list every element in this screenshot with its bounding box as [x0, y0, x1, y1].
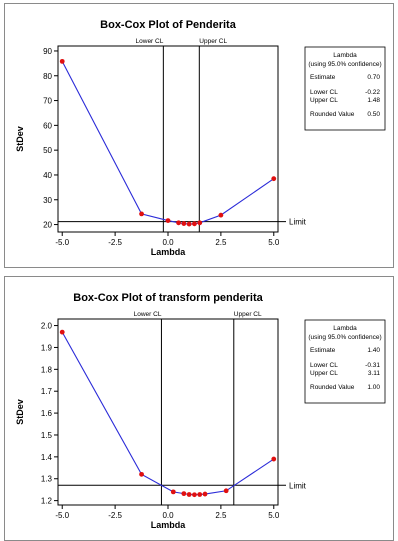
x-tick-label: -2.5 [108, 511, 122, 520]
stdev-point [59, 58, 65, 64]
lambda-legend-box [304, 46, 386, 131]
y-tick-label: 2.0 [41, 322, 53, 331]
legend-row-value: 0.70 [367, 74, 380, 81]
lower-cl-label: Lower CL [134, 311, 162, 318]
x-tick-label: 0.0 [162, 511, 174, 520]
legend-row-value: 0.50 [367, 111, 380, 118]
y-tick-label: 1.7 [41, 387, 53, 396]
x-tick-label: -5.0 [55, 238, 69, 247]
y-tick-label: 1.3 [41, 475, 53, 484]
stdev-point [192, 221, 197, 227]
legend-row-label: Estimate [310, 347, 336, 354]
chart-title: Box-Cox Plot of transform penderita [73, 292, 263, 304]
stdev-point [170, 489, 176, 495]
legend-row-label: Lower CL [310, 89, 338, 96]
y-axis-label: StDev [15, 126, 25, 152]
x-axis-label: Lambda [151, 247, 187, 257]
stdev-point [186, 221, 192, 227]
lower-cl-label: Lower CL [136, 38, 164, 45]
stdev-point [192, 492, 197, 498]
stdev-point [197, 220, 203, 226]
legend-row-value: 1.48 [367, 97, 380, 104]
legend-row-label: Rounded Value [310, 111, 355, 118]
lambda-legend-box [304, 319, 386, 404]
y-tick-label: 1.2 [41, 497, 53, 506]
stdev-point [165, 218, 171, 223]
y-tick-label: 50 [43, 146, 52, 155]
y-tick-label: 30 [43, 196, 52, 205]
y-tick-label: 40 [43, 171, 52, 180]
legend-row-value: 1.00 [367, 384, 380, 391]
x-tick-label: -5.0 [55, 511, 69, 520]
stdev-point [176, 220, 181, 226]
legend-row-label: Upper CL [310, 370, 338, 377]
y-tick-label: 90 [43, 47, 52, 56]
stdev-point [223, 488, 229, 494]
x-axis-label: Lambda [151, 520, 187, 530]
y-tick-label: 60 [43, 121, 52, 130]
legend-row-value: -0.22 [365, 89, 380, 96]
y-tick-label: 80 [43, 72, 52, 81]
stdev-point [181, 491, 187, 497]
chart-title: Box-Cox Plot of Penderita [100, 19, 237, 31]
x-tick-label: 2.5 [215, 511, 227, 520]
boxcox-chart-transform-penderita: Box-Cox Plot of transform penderita 1.2 1.… [15, 292, 386, 530]
y-tick-label: 20 [43, 221, 52, 230]
legend-title: Lambda [333, 52, 357, 59]
legend-title: Lambda [333, 325, 357, 332]
legend-row-label: Estimate [310, 74, 336, 81]
legend-row-label: Rounded Value [310, 384, 355, 391]
boxcox-chart-penderita: Box-Cox Plot of Penderita 20 30 40 50 60 70 80 9… [15, 19, 386, 257]
stdev-series-line [61, 61, 275, 225]
x-tick-label: -2.5 [108, 238, 122, 247]
y-tick-label: 1.8 [41, 365, 53, 374]
legend-row-value: 1.40 [367, 347, 380, 354]
upper-cl-label: Upper CL [234, 311, 262, 318]
legend-subtitle: (using 95.0% confidence) [308, 334, 381, 341]
plot-frame [57, 45, 279, 233]
y-axis-label: StDev [15, 399, 25, 425]
stdev-point [197, 492, 203, 497]
y-tick-label: 1.6 [41, 409, 53, 418]
y-tick-label: 1.4 [41, 453, 53, 462]
y-tick-label: 1.5 [41, 431, 53, 440]
boxcox-panel-penderita: Box-Cox Plot of Penderita 20 30 40 50 60 70 80 9… [4, 3, 394, 268]
legend-row-label: Upper CL [310, 97, 338, 104]
x-tick-label: 2.5 [215, 238, 227, 247]
stdev-point [139, 211, 144, 217]
stdev-point [181, 221, 187, 226]
limit-label: Limit [289, 218, 307, 227]
plot-frame [57, 318, 279, 506]
legend-row-label: Lower CL [310, 362, 338, 369]
x-tick-label: 0.0 [162, 238, 174, 247]
legend-row-value: -0.31 [365, 362, 380, 369]
y-tick-label: 1.9 [41, 343, 53, 352]
upper-cl-label: Upper CL [199, 38, 227, 45]
limit-label: Limit [289, 481, 307, 490]
stdev-point [139, 471, 144, 477]
stdev-point [218, 212, 224, 218]
stdev-point [202, 491, 208, 497]
y-tick-label: 70 [43, 97, 52, 106]
stdev-point [271, 176, 277, 182]
stdev-series-line [61, 331, 275, 496]
x-tick-label: 5.0 [268, 511, 280, 520]
boxcox-panel-transform-penderita: Box-Cox Plot of transform penderita 1.2 1.… [4, 276, 394, 541]
stdev-point [59, 329, 65, 335]
stdev-point [186, 492, 192, 497]
legend-row-value: 3.11 [368, 370, 381, 377]
legend-subtitle: (using 95.0% confidence) [308, 61, 381, 68]
stdev-point [271, 456, 277, 462]
x-tick-label: 5.0 [268, 238, 280, 247]
